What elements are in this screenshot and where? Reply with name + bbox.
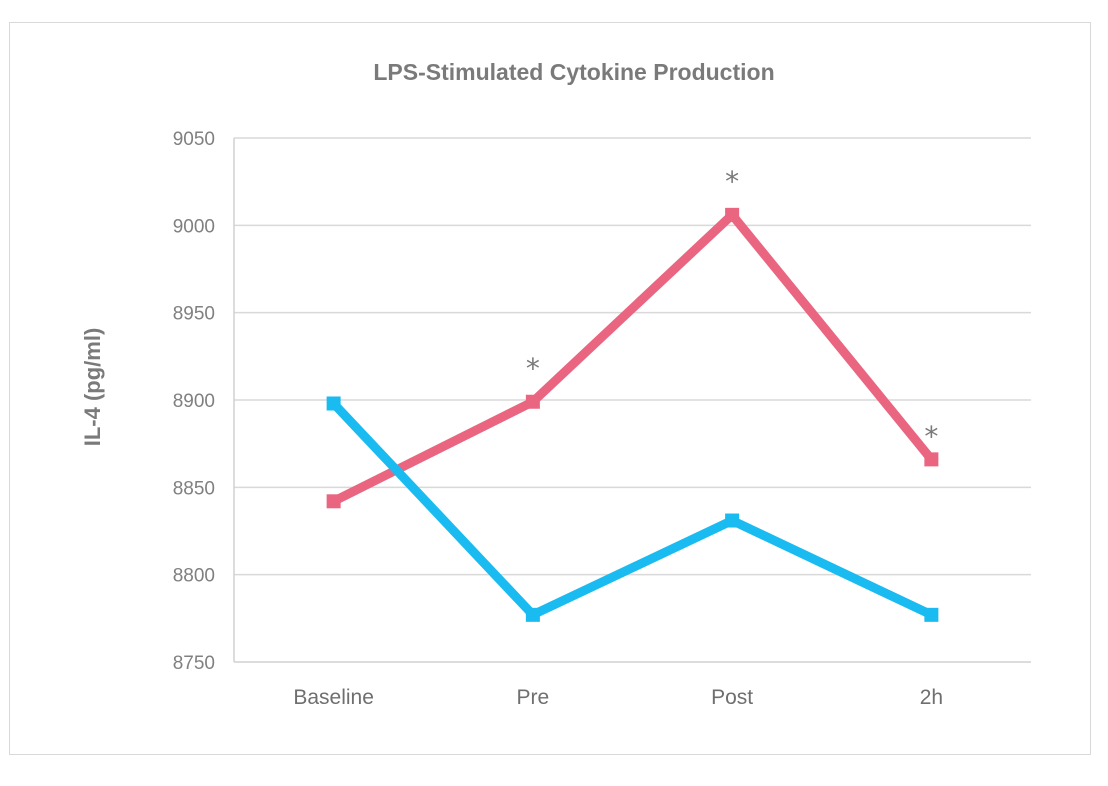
data-point [725,207,740,222]
x-tick-label: 2h [920,686,943,709]
significance-marker: * [526,352,540,385]
y-tick-label: 9000 [173,216,215,237]
x-tick-label: Post [711,686,753,709]
data-point [326,396,341,411]
chart-frame: LPS-Stimulated Cytokine Production IL-4 … [9,22,1091,755]
y-tick-label: 8750 [173,653,215,674]
x-tick-label: Baseline [293,686,374,709]
y-tick-label: 8850 [173,478,215,499]
series-line [331,208,935,506]
annotation-layer: * * * [526,165,939,453]
data-point [326,494,341,509]
data-point [525,394,540,409]
data-point [725,513,740,528]
grid-layer [233,137,1031,663]
data-point [924,452,939,467]
x-tick-labels: Baseline Pre Post 2h [293,686,943,709]
series-2 [326,396,939,622]
data-point [525,607,540,622]
y-tick-label: 8900 [173,391,215,412]
chart-svg: LPS-Stimulated Cytokine Production IL-4 … [80,59,1031,709]
series-layer [326,207,939,622]
series-line [330,400,934,621]
series-1 [326,207,939,509]
x-tick-label: Pre [517,686,550,709]
y-axis-title: IL-4 (pg/ml) [80,328,105,447]
y-tick-label: 8950 [173,304,215,325]
data-point [924,607,939,622]
significance-marker: * [725,165,739,198]
significance-marker: * [924,420,938,453]
chart-title: LPS-Stimulated Cytokine Production [373,59,774,85]
y-tick-label: 8800 [173,566,215,587]
y-tick-labels: 8750 8800 8850 8900 8950 9000 9050 [173,129,215,674]
y-tick-label: 9050 [173,129,215,150]
